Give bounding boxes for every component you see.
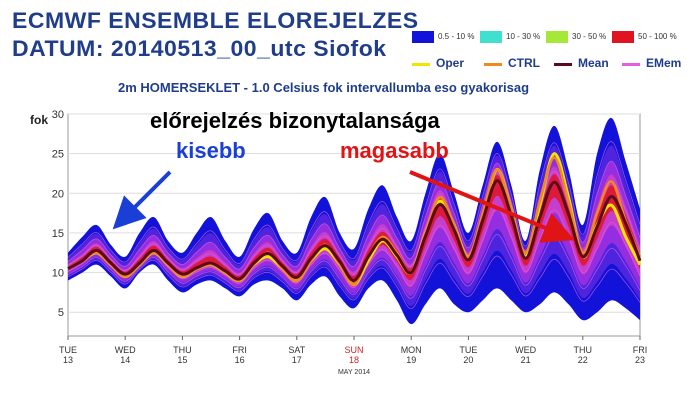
legend-line-label: CTRL: [508, 56, 540, 70]
x-tick-date: 20: [463, 355, 473, 365]
annotation-higher: magasabb: [340, 138, 449, 163]
x-tick-day: TUE: [459, 345, 477, 355]
x-footer: MAY 2014: [338, 369, 370, 376]
x-tick-day: FRI: [232, 345, 247, 355]
annotation-smaller: kisebb: [176, 138, 246, 163]
arrow-left: [112, 170, 172, 230]
y-axis-label: fok: [30, 113, 48, 127]
annotation-uncertainty: előrejelzés bizonytalansága: [150, 108, 440, 133]
chart-subtitle: 2m HOMERSEKLET - 1.0 Celsius fok interva…: [118, 80, 530, 95]
y-tick-label: 25: [52, 149, 64, 161]
chart-title-line2: DATUM: 20140513_00_utc Siofok: [12, 36, 387, 61]
legend-prob-3: 50 - 100 %: [612, 28, 692, 44]
series-line-mean: [67, 179, 642, 282]
x-tick-day: SUN: [344, 345, 363, 355]
band-50-100: [68, 174, 640, 285]
x-tick-date: 21: [521, 355, 531, 365]
x-tick-date: 22: [578, 355, 588, 365]
y-tick-label: 10: [52, 268, 64, 280]
x-tick-date: 13: [63, 355, 73, 365]
legend-label: 30 - 50 %: [572, 32, 607, 41]
legend-label: 50 - 100 %: [638, 32, 677, 41]
x-tick-date: 16: [235, 355, 245, 365]
legend-line-label: Mean: [578, 56, 609, 70]
legend-line-swatch: [622, 63, 640, 66]
x-tick-day: THU: [173, 345, 192, 355]
x-tick-day: FRI: [633, 345, 648, 355]
legend-prob-0: 0.5 - 10 %: [412, 28, 492, 44]
chart-title-line1: ECMWF ENSEMBLE ELOREJELZES: [12, 8, 419, 33]
x-tick-date: 17: [292, 355, 302, 365]
y-tick-label: 5: [58, 307, 64, 319]
legend-label: 10 - 30 %: [506, 32, 541, 41]
legend-line-swatch: [554, 63, 572, 66]
y-tick-label: 20: [52, 188, 64, 200]
x-tick-day: WED: [515, 345, 536, 355]
legend-line-label: EMem: [646, 56, 682, 70]
legend-swatch: [480, 31, 502, 43]
x-tick-day: WED: [115, 345, 136, 355]
x-tick-day: MON: [401, 345, 422, 355]
legend-swatch: [546, 31, 568, 43]
legend-label: 0.5 - 10 %: [438, 32, 475, 41]
x-tick-date: 19: [406, 355, 416, 365]
y-tick-label: 15: [52, 228, 64, 240]
x-tick-day: TUE: [59, 345, 77, 355]
legend-swatch: [612, 31, 634, 43]
ensemble-member-line: [67, 255, 641, 310]
legend-swatch: [412, 31, 434, 43]
arrow-right: [409, 170, 575, 243]
ensemble-member-line: [67, 141, 641, 264]
x-tick-date: 18: [349, 355, 359, 365]
legend-prob-1: 10 - 30 %: [480, 28, 560, 44]
legend-line-label: Oper: [436, 56, 465, 70]
x-tick-day: SAT: [288, 345, 305, 355]
ensemble-member-line: [67, 234, 641, 299]
ensemble-chart: 51015202530fokTUE13WED14THU15FRI16SAT17S…: [30, 109, 648, 376]
legend-line-swatch: [412, 63, 430, 66]
legend-prob-2: 30 - 50 %: [546, 28, 626, 44]
x-tick-day: THU: [574, 345, 593, 355]
x-tick-date: 23: [635, 355, 645, 365]
y-tick-label: 30: [52, 109, 64, 121]
x-tick-date: 15: [177, 355, 187, 365]
x-tick-date: 14: [120, 355, 130, 365]
legend-line-swatch: [484, 63, 502, 66]
